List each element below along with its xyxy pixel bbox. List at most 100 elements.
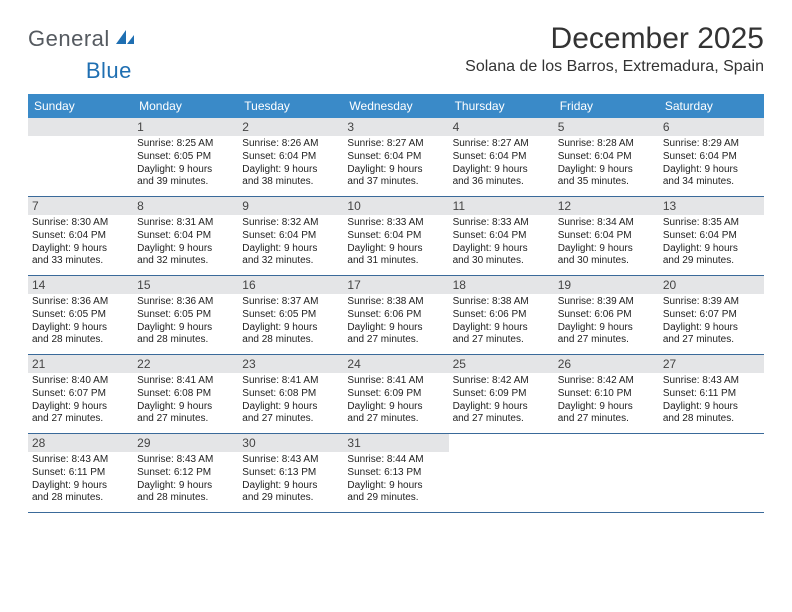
daylight-text-2: and 29 minutes. <box>663 255 760 268</box>
day-cell: 10Sunrise: 8:33 AMSunset: 6:04 PMDayligh… <box>343 197 448 275</box>
sunset-text: Sunset: 6:04 PM <box>663 230 760 243</box>
daylight-text-1: Daylight: 9 hours <box>453 401 550 414</box>
daylight-text-1: Daylight: 9 hours <box>453 243 550 256</box>
daylight-text-2: and 27 minutes. <box>137 413 234 426</box>
daylight-text-1: Daylight: 9 hours <box>242 480 339 493</box>
daylight-text-2: and 38 minutes. <box>242 176 339 189</box>
daylight-text-1: Daylight: 9 hours <box>558 322 655 335</box>
sunset-text: Sunset: 6:04 PM <box>242 230 339 243</box>
month-title: December 2025 <box>465 18 764 56</box>
weekday-header: Monday <box>133 94 238 118</box>
daylight-text-2: and 30 minutes. <box>558 255 655 268</box>
sunset-text: Sunset: 6:11 PM <box>663 388 760 401</box>
day-number: 10 <box>343 197 448 215</box>
daylight-text-2: and 28 minutes. <box>663 413 760 426</box>
sunrise-text: Sunrise: 8:38 AM <box>347 296 444 309</box>
daylight-text-1: Daylight: 9 hours <box>663 322 760 335</box>
week-row: 7Sunrise: 8:30 AMSunset: 6:04 PMDaylight… <box>28 197 764 276</box>
daylight-text-2: and 27 minutes. <box>453 413 550 426</box>
sunrise-text: Sunrise: 8:41 AM <box>137 375 234 388</box>
daylight-text-1: Daylight: 9 hours <box>242 401 339 414</box>
sunset-text: Sunset: 6:06 PM <box>347 309 444 322</box>
sunset-text: Sunset: 6:04 PM <box>663 151 760 164</box>
weekday-header: Wednesday <box>343 94 448 118</box>
day-number: 30 <box>238 434 343 452</box>
brand-part2: Blue <box>86 58 132 84</box>
daylight-text-2: and 28 minutes. <box>137 492 234 505</box>
title-block: December 2025 Solana de los Barros, Extr… <box>465 18 764 76</box>
day-cell: 6Sunrise: 8:29 AMSunset: 6:04 PMDaylight… <box>659 118 764 196</box>
sunrise-text: Sunrise: 8:40 AM <box>32 375 129 388</box>
day-number: 27 <box>659 355 764 373</box>
sunset-text: Sunset: 6:04 PM <box>453 230 550 243</box>
daylight-text-2: and 32 minutes. <box>137 255 234 268</box>
daylight-text-1: Daylight: 9 hours <box>137 322 234 335</box>
daylight-text-1: Daylight: 9 hours <box>558 401 655 414</box>
sunset-text: Sunset: 6:13 PM <box>347 467 444 480</box>
daylight-text-1: Daylight: 9 hours <box>242 243 339 256</box>
brand-logo: General <box>28 18 138 52</box>
daylight-text-2: and 28 minutes. <box>32 492 129 505</box>
day-number: 23 <box>238 355 343 373</box>
daylight-text-1: Daylight: 9 hours <box>453 322 550 335</box>
sunset-text: Sunset: 6:04 PM <box>453 151 550 164</box>
day-number: 28 <box>28 434 133 452</box>
day-cell: 16Sunrise: 8:37 AMSunset: 6:05 PMDayligh… <box>238 276 343 354</box>
sunset-text: Sunset: 6:07 PM <box>32 388 129 401</box>
sunrise-text: Sunrise: 8:29 AM <box>663 138 760 151</box>
weekday-header: Tuesday <box>238 94 343 118</box>
sunrise-text: Sunrise: 8:27 AM <box>347 138 444 151</box>
day-cell: 19Sunrise: 8:39 AMSunset: 6:06 PMDayligh… <box>554 276 659 354</box>
day-number: 6 <box>659 118 764 136</box>
sunrise-text: Sunrise: 8:34 AM <box>558 217 655 230</box>
day-cell: 22Sunrise: 8:41 AMSunset: 6:08 PMDayligh… <box>133 355 238 433</box>
sunrise-text: Sunrise: 8:32 AM <box>242 217 339 230</box>
daylight-text-1: Daylight: 9 hours <box>347 401 444 414</box>
sunrise-text: Sunrise: 8:36 AM <box>137 296 234 309</box>
day-cell: 25Sunrise: 8:42 AMSunset: 6:09 PMDayligh… <box>449 355 554 433</box>
week-row: 14Sunrise: 8:36 AMSunset: 6:05 PMDayligh… <box>28 276 764 355</box>
sunset-text: Sunset: 6:10 PM <box>558 388 655 401</box>
daylight-text-2: and 31 minutes. <box>347 255 444 268</box>
sunrise-text: Sunrise: 8:28 AM <box>558 138 655 151</box>
daylight-text-2: and 27 minutes. <box>558 334 655 347</box>
day-number <box>554 434 659 452</box>
day-number: 15 <box>133 276 238 294</box>
brand-part1: General <box>28 26 110 52</box>
day-cell: 23Sunrise: 8:41 AMSunset: 6:08 PMDayligh… <box>238 355 343 433</box>
daylight-text-2: and 27 minutes. <box>663 334 760 347</box>
sunrise-text: Sunrise: 8:41 AM <box>242 375 339 388</box>
daylight-text-1: Daylight: 9 hours <box>32 401 129 414</box>
sunset-text: Sunset: 6:06 PM <box>558 309 655 322</box>
day-number: 9 <box>238 197 343 215</box>
day-number: 17 <box>343 276 448 294</box>
calendar: SundayMondayTuesdayWednesdayThursdayFrid… <box>28 94 764 513</box>
sunset-text: Sunset: 6:04 PM <box>558 151 655 164</box>
sunrise-text: Sunrise: 8:37 AM <box>242 296 339 309</box>
daylight-text-1: Daylight: 9 hours <box>242 164 339 177</box>
day-cell: 27Sunrise: 8:43 AMSunset: 6:11 PMDayligh… <box>659 355 764 433</box>
day-number: 13 <box>659 197 764 215</box>
sunrise-text: Sunrise: 8:43 AM <box>242 454 339 467</box>
sunrise-text: Sunrise: 8:25 AM <box>137 138 234 151</box>
sunset-text: Sunset: 6:04 PM <box>32 230 129 243</box>
daylight-text-2: and 27 minutes. <box>242 413 339 426</box>
day-number: 20 <box>659 276 764 294</box>
daylight-text-2: and 29 minutes. <box>242 492 339 505</box>
sunrise-text: Sunrise: 8:36 AM <box>32 296 129 309</box>
daylight-text-2: and 36 minutes. <box>453 176 550 189</box>
day-cell: 5Sunrise: 8:28 AMSunset: 6:04 PMDaylight… <box>554 118 659 196</box>
day-cell: 17Sunrise: 8:38 AMSunset: 6:06 PMDayligh… <box>343 276 448 354</box>
sunrise-text: Sunrise: 8:39 AM <box>558 296 655 309</box>
daylight-text-2: and 34 minutes. <box>663 176 760 189</box>
weekday-header: Saturday <box>659 94 764 118</box>
day-number: 1 <box>133 118 238 136</box>
sunset-text: Sunset: 6:07 PM <box>663 309 760 322</box>
week-row: 21Sunrise: 8:40 AMSunset: 6:07 PMDayligh… <box>28 355 764 434</box>
day-number: 24 <box>343 355 448 373</box>
day-cell <box>449 434 554 512</box>
daylight-text-1: Daylight: 9 hours <box>453 164 550 177</box>
daylight-text-2: and 27 minutes. <box>347 334 444 347</box>
day-number <box>659 434 764 452</box>
daylight-text-1: Daylight: 9 hours <box>347 243 444 256</box>
